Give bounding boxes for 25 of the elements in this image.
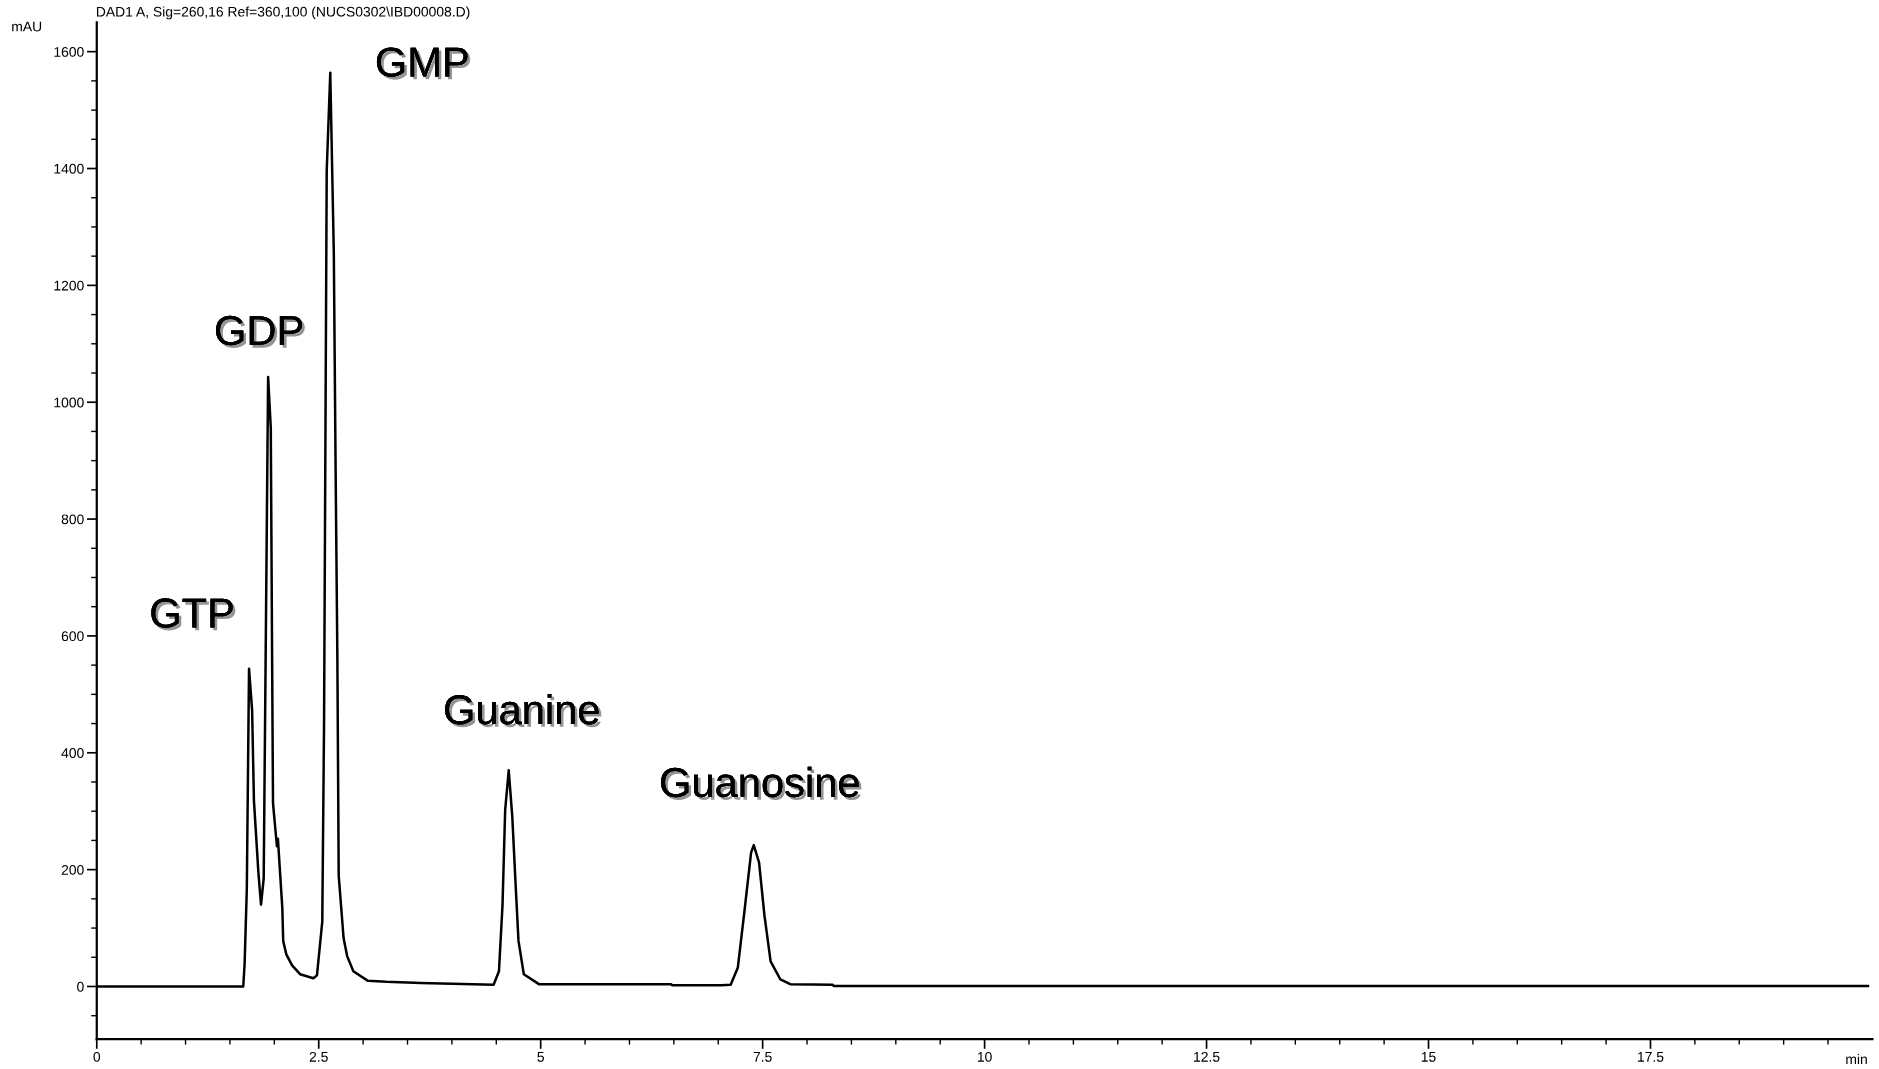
y-tick-label: 600 (61, 631, 84, 642)
annotation: GDP (216, 315, 305, 349)
x-tick-label: 12.5 (1194, 1051, 1220, 1062)
y-tick-label: 1200 (54, 280, 84, 291)
y-tick-label: 1000 (54, 397, 84, 408)
x-tick-label: 7.5 (753, 1052, 772, 1062)
annotation: Guanine (445, 693, 602, 728)
annotation: GMP (376, 47, 471, 80)
y-tick-label: 0 (77, 981, 84, 992)
x-tick-label: 10 (977, 1051, 992, 1062)
x-tick-label: 0 (93, 1051, 101, 1062)
annotation: Guanosine (661, 766, 862, 801)
x-tick-label: 15 (1421, 1052, 1436, 1062)
x-tick-label: 5 (537, 1052, 544, 1062)
x-axis-title: min (1846, 1053, 1867, 1064)
x-tick-label: 2.5 (309, 1051, 328, 1062)
y-axis-title: mAU (12, 21, 42, 32)
annotation: GTP (151, 598, 236, 631)
y-tick-label: 400 (61, 748, 84, 758)
chart-title: DAD1 A, Sig=260,16 Ref=360,100 (NUCS0302\IBD00008.D) (96, 6, 470, 20)
y-tick-label: 1400 (54, 163, 84, 174)
y-tick-label: 200 (61, 864, 84, 875)
x-tick-label: 17.5 (1638, 1052, 1664, 1062)
y-tick-label: 1600 (54, 47, 84, 57)
y-tick-label: 800 (61, 514, 84, 525)
